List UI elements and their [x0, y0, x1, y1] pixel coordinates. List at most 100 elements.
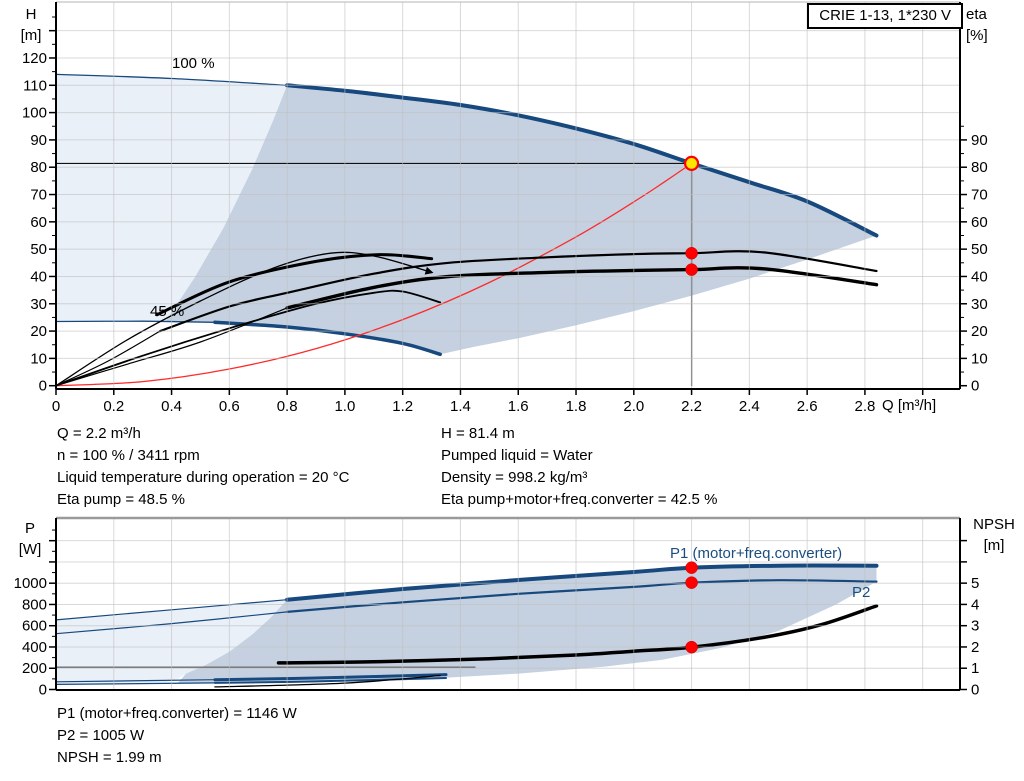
svg-text:400: 400 — [22, 639, 47, 656]
svg-text:30: 30 — [971, 296, 988, 313]
svg-text:2.0: 2.0 — [623, 398, 644, 415]
svg-text:1000: 1000 — [14, 575, 47, 592]
svg-text:2: 2 — [971, 639, 979, 656]
duty-point-marker — [683, 155, 700, 171]
info-density: Density = 998.2 kg/m³ — [441, 469, 588, 486]
p-axis-name: P — [24, 520, 35, 537]
svg-text:70: 70 — [30, 187, 47, 204]
p-axis-unit: [W] — [18, 541, 42, 558]
eta-pump-thin — [55, 330, 161, 387]
power-npsh-chart-ticks: 0 200 400 600 800 1000 0 1 2 3 4 5 — [14, 529, 979, 699]
svg-text:0.2: 0.2 — [103, 398, 124, 415]
svg-text:60: 60 — [30, 214, 47, 231]
svg-text:40: 40 — [971, 268, 988, 285]
eta-45-arc-arrowhead — [424, 266, 434, 275]
info-liquid-temp: Liquid temperature during operation = 20… — [57, 469, 350, 486]
svg-text:5: 5 — [971, 575, 979, 592]
svg-text:200: 200 — [22, 660, 47, 677]
svg-text:1.6: 1.6 — [508, 398, 529, 415]
value-marker — [685, 561, 698, 574]
svg-text:80: 80 — [971, 159, 988, 176]
svg-text:2.2: 2.2 — [681, 398, 702, 415]
info-head: H = 81.4 m — [441, 425, 515, 442]
eta-45-thick — [155, 253, 434, 317]
svg-text:P2: P2 — [852, 584, 870, 601]
value-marker — [685, 246, 698, 260]
svg-text:90: 90 — [971, 132, 988, 149]
h-axis-unit: [m] — [20, 27, 42, 44]
p-axis-title: P [W] — [12, 518, 48, 560]
info-speed: n = 100 % / 3411 rpm — [57, 447, 200, 464]
qh-45-curve-thin — [55, 320, 216, 323]
power-npsh-chart-annotations: P1 (motor+freq.converter) P2 — [670, 545, 870, 601]
svg-text:600: 600 — [22, 618, 47, 635]
svg-text:20: 20 — [30, 323, 47, 340]
eta-axis-unit: [%] — [966, 27, 988, 44]
svg-text:1: 1 — [971, 660, 979, 677]
svg-text:0.4: 0.4 — [161, 398, 182, 415]
system-curve — [55, 162, 693, 387]
info-eta-pump: Eta pump = 48.5 % — [57, 491, 185, 508]
duty-info-right: H = 81.4 m Pumped liquid = Water Density… — [441, 423, 717, 511]
svg-text:2.4: 2.4 — [739, 398, 760, 415]
h-axis-name: H — [25, 6, 37, 23]
value-marker — [685, 263, 698, 276]
eta-total-curve — [285, 266, 879, 310]
svg-text:50: 50 — [30, 241, 47, 258]
svg-text:50: 50 — [971, 241, 988, 258]
qh-eta-chart-markers — [683, 155, 700, 276]
qh-eta-chart — [55, 73, 879, 387]
npsh-curve — [276, 604, 879, 665]
svg-text:800: 800 — [22, 596, 47, 613]
eta-total-thin — [55, 307, 288, 387]
operating-area-dark — [165, 85, 877, 355]
info-npsh: NPSH = 1.99 m — [57, 749, 162, 766]
svg-text:1.0: 1.0 — [334, 398, 355, 415]
svg-text:100 %: 100 % — [172, 55, 215, 72]
svg-text:20: 20 — [971, 323, 988, 340]
svg-text:0.6: 0.6 — [219, 398, 240, 415]
svg-text:2.8: 2.8 — [854, 398, 875, 415]
svg-text:1.4: 1.4 — [450, 398, 471, 415]
svg-text:4: 4 — [971, 596, 979, 613]
pump-title-box: CRIE 1-13, 1*230 V — [807, 3, 963, 29]
eta-pump-curve — [158, 250, 878, 333]
qh-eta-chart-ticks: 0 10 20 30 40 50 60 70 80 90 100 110 120 0 10 20 30 40 50 6… — [22, 16, 988, 415]
svg-text:100: 100 — [22, 105, 47, 122]
eta-axis-name: eta — [966, 6, 987, 23]
qh-eta-chart-frame — [55, 1, 961, 390]
svg-text:2.6: 2.6 — [797, 398, 818, 415]
svg-text:0: 0 — [971, 682, 979, 699]
power-npsh-chart-markers — [685, 561, 698, 654]
svg-text:3: 3 — [971, 618, 979, 635]
duty-info-bottom: P1 (motor+freq.converter) = 1146 W P2 = … — [57, 703, 297, 769]
svg-text:0: 0 — [39, 378, 47, 395]
svg-text:45 %: 45 % — [150, 303, 184, 320]
p1-45-curve-thin — [55, 679, 216, 683]
svg-text:110: 110 — [23, 77, 47, 94]
svg-text:10: 10 — [30, 350, 47, 367]
svg-text:1.8: 1.8 — [566, 398, 587, 415]
npsh-axis-title: NPSH [m] — [964, 514, 1024, 556]
p2-45-curve — [213, 677, 447, 684]
svg-text:120: 120 — [22, 50, 47, 67]
info-eta-total: Eta pump+motor+freq.converter = 42.5 % — [441, 491, 718, 508]
qh-eta-chart-grid — [56, 2, 960, 389]
svg-text:P1 (motor+freq.converter): P1 (motor+freq.converter) — [670, 545, 842, 562]
svg-text:70: 70 — [971, 187, 988, 204]
svg-text:1.2: 1.2 — [392, 398, 413, 415]
info-q: Q = 2.2 m³/h — [57, 425, 141, 442]
value-marker — [685, 640, 698, 654]
svg-text:90: 90 — [30, 132, 47, 149]
svg-text:40: 40 — [30, 268, 47, 285]
svg-text:0.8: 0.8 — [277, 398, 298, 415]
q-axis-unit: Q [m³/h] — [882, 397, 937, 414]
value-marker — [685, 576, 698, 589]
svg-text:30: 30 — [30, 296, 47, 313]
info-p1: P1 (motor+freq.converter) = 1146 W — [57, 705, 297, 722]
info-pumped-liquid: Pumped liquid = Water — [441, 447, 593, 464]
npsh-axis-unit: [m] — [983, 537, 1005, 554]
eta-axis-title: eta [%] — [966, 4, 1010, 46]
